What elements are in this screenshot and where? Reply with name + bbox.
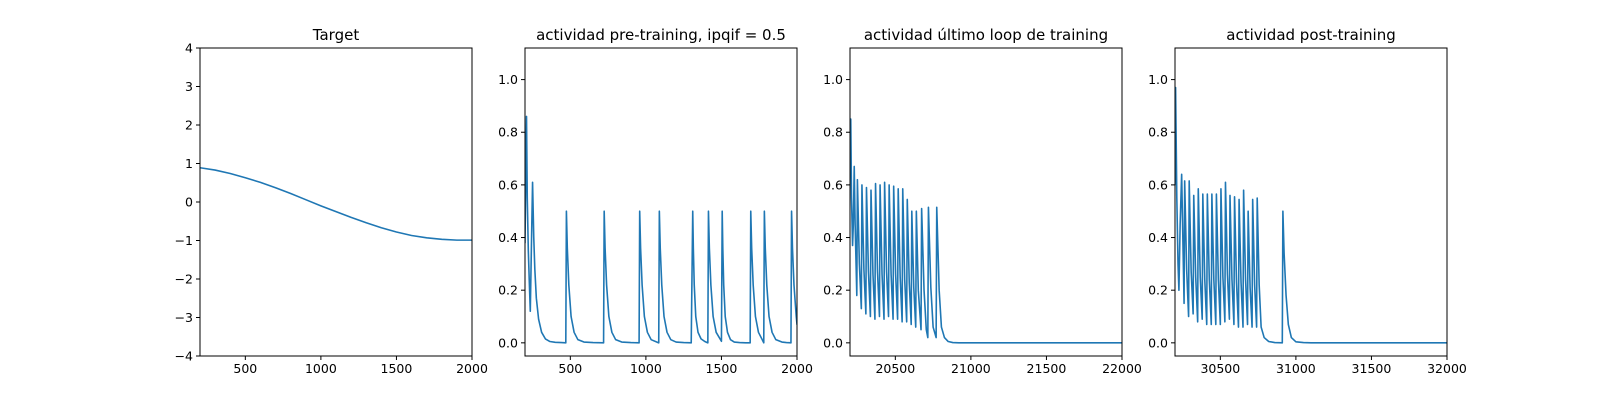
y-tick-label: 0 — [185, 195, 193, 210]
y-tick-label: 1.0 — [1148, 72, 1168, 87]
y-tick-label: 0.8 — [498, 125, 518, 140]
y-tick-label: −2 — [175, 272, 193, 287]
panel-post-training-title: actividad post-training — [1226, 26, 1395, 44]
x-tick-label: 1500 — [381, 361, 413, 376]
x-tick-label: 30500 — [1200, 361, 1240, 376]
y-tick-label: 0.0 — [1148, 335, 1168, 350]
x-tick-label: 32000 — [1427, 361, 1467, 376]
panel-last-training-loop-title: actividad último loop de training — [864, 26, 1108, 44]
y-tick-label: −4 — [175, 349, 193, 364]
axes-frame — [1174, 47, 1448, 357]
panel-pre-training: actividad pre-training, ipqif = 0.5 500 1… — [498, 26, 813, 376]
y-tick-label: −1 — [175, 233, 193, 248]
panel-post-training: actividad post-training 30500 31000 31500 3… — [1148, 26, 1467, 376]
x-tick-label: 21000 — [951, 361, 991, 376]
y-tick-label: 2 — [185, 118, 193, 133]
x-tick-label: 1000 — [630, 361, 662, 376]
y-tick-label: 0.4 — [1148, 230, 1168, 245]
y-tick-label: 0.2 — [498, 283, 518, 298]
y-tick-label: 0.6 — [1148, 177, 1168, 192]
x-tick-label: 1000 — [305, 361, 337, 376]
series-line-0 — [200, 166, 472, 241]
x-tick-label: 500 — [558, 361, 582, 376]
y-tick-label: 3 — [185, 79, 193, 94]
y-tick-label: −3 — [175, 310, 193, 325]
y-tick-label: 0.8 — [1148, 125, 1168, 140]
x-tick-label: 2000 — [781, 361, 813, 376]
x-tick-label: 500 — [233, 361, 257, 376]
x-tick-label: 31500 — [1352, 361, 1392, 376]
panel-target: Target 500 1000 1500 2000 −4 −3 −2 −1 0 1 2 3 4 — [175, 26, 488, 376]
y-tick-label: 4 — [185, 41, 193, 56]
y-tick-label: 1 — [185, 156, 193, 171]
axes-frame — [849, 47, 1123, 357]
y-tick-label: 0.8 — [823, 125, 843, 140]
y-tick-label: 0.6 — [498, 177, 518, 192]
axes-frame — [524, 47, 798, 357]
x-tick-label: 22000 — [1102, 361, 1142, 376]
series-line-0 — [1175, 86, 1447, 344]
x-tick-label: 1500 — [706, 361, 738, 376]
panel-last-training-loop: actividad último loop de training 20500 2… — [823, 26, 1142, 376]
panel-target-title: Target — [312, 26, 360, 44]
y-tick-label: 0.4 — [823, 230, 843, 245]
series-line-0 — [525, 115, 797, 344]
y-tick-label: 0.4 — [498, 230, 518, 245]
x-tick-label: 2000 — [456, 361, 488, 376]
series-line-0 — [850, 118, 1122, 344]
y-tick-label: 0.0 — [823, 335, 843, 350]
y-tick-label: 0.2 — [1148, 283, 1168, 298]
x-tick-label: 20500 — [875, 361, 915, 376]
x-tick-label: 21500 — [1027, 361, 1067, 376]
y-tick-label: 0.6 — [823, 177, 843, 192]
panel-pre-training-title: actividad pre-training, ipqif = 0.5 — [536, 26, 786, 44]
y-tick-label: 0.0 — [498, 335, 518, 350]
y-tick-label: 1.0 — [823, 72, 843, 87]
y-tick-label: 0.2 — [823, 283, 843, 298]
y-tick-label: 1.0 — [498, 72, 518, 87]
x-tick-label: 31000 — [1276, 361, 1316, 376]
